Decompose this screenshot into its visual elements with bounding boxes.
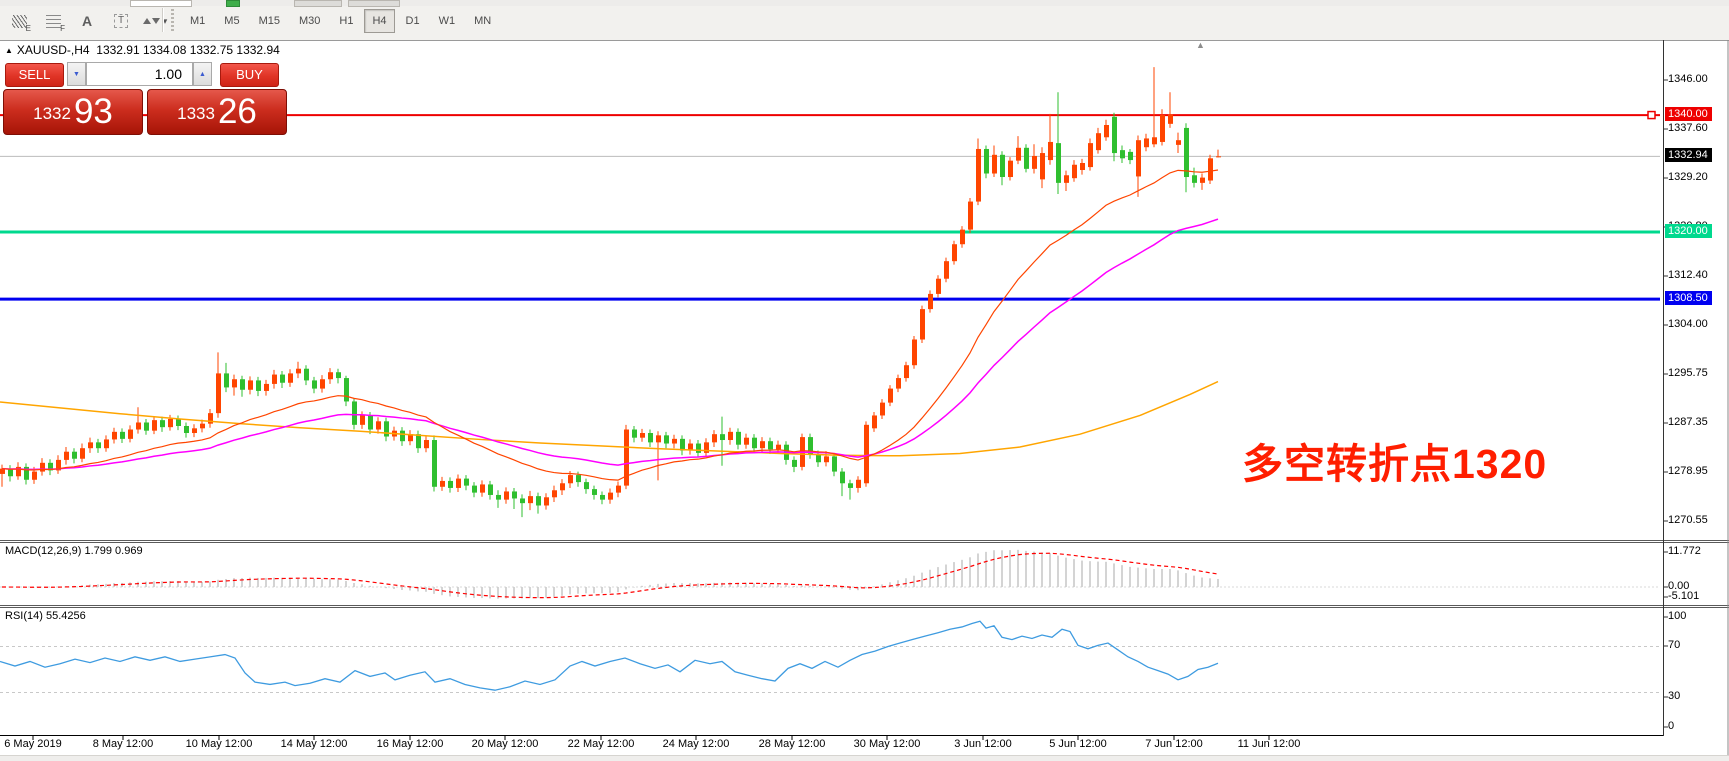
timeframe-button-m15[interactable]: M15	[258, 15, 280, 27]
time-axis-label: 16 May 12:00	[376, 738, 444, 750]
arrow-objects-tool-icon[interactable]: ▾	[142, 9, 168, 33]
window-icon: ▲	[5, 46, 13, 55]
remnant-fragment-green	[226, 0, 240, 7]
sell-price-stem: 1332	[33, 104, 71, 123]
timeframe-button-m30[interactable]: M30	[298, 15, 321, 27]
price-level-badge: 1320.00	[1665, 224, 1712, 238]
timeframe-button-mn[interactable]: MN	[474, 15, 492, 27]
one-click-trading-panel: SELL ▼ ▲ BUY 1332 93 1333 26	[0, 60, 300, 160]
time-axis-label: 8 May 12:00	[92, 738, 154, 750]
timeframe-button-h4[interactable]: H4	[364, 9, 395, 33]
remnant-fragment	[348, 0, 400, 7]
time-axis-label: 3 Jun 12:00	[954, 738, 1012, 750]
sell-price-pips: 93	[73, 92, 113, 131]
timeframe-button-d1[interactable]: D1	[405, 15, 420, 27]
price-tick-label: 1278.95	[1668, 465, 1708, 477]
main-toolbar: E F A T ▾ M1 M5 M15 M30 H1 H4 D1 W1 MN	[0, 0, 1729, 41]
timeframe-button-h1[interactable]: H1	[339, 15, 354, 27]
macd-scale-label: 0.00	[1668, 580, 1690, 592]
timeframe-toolbar: M1 M5 M15 M30 H1 H4 D1 W1 MN	[182, 9, 502, 33]
rsi-scale-label: 100	[1668, 610, 1687, 622]
chart-plot[interactable]	[0, 40, 1729, 761]
chart-window: ▲ XAUUSD-,H4 1332.91 1334.08 1332.75 1332…	[0, 40, 1729, 761]
buy-button[interactable]: BUY	[220, 63, 279, 87]
sell-price-box[interactable]: 1332 93	[3, 89, 143, 135]
rsi-scale-label: 0	[1668, 720, 1675, 732]
volume-increase-button[interactable]: ▲	[193, 62, 212, 86]
price-tick-label: 1304.00	[1668, 318, 1708, 330]
remnant-fragment	[130, 0, 192, 7]
volume-decrease-button[interactable]: ▼	[67, 62, 86, 86]
price-tick-label: 1295.75	[1668, 367, 1708, 379]
remnant-fragment	[294, 0, 342, 7]
price-level-badge: 1308.50	[1665, 291, 1712, 305]
time-axis-label: 5 Jun 12:00	[1049, 738, 1107, 750]
text-box-tool-icon[interactable]: T	[108, 9, 134, 33]
timeframe-button-w1[interactable]: W1	[438, 15, 456, 27]
time-axis-label: 14 May 12:00	[280, 738, 348, 750]
chevron-up-icon: ▲	[199, 70, 206, 78]
price-tick-label: 1312.40	[1668, 269, 1708, 281]
time-axis-label: 24 May 12:00	[662, 738, 730, 750]
equidistant-channel-tool-icon[interactable]: E	[6, 9, 32, 33]
time-axis-label: 20 May 12:00	[471, 738, 539, 750]
time-axis-label: 22 May 12:00	[567, 738, 635, 750]
time-axis-label: 7 Jun 12:00	[1145, 738, 1203, 750]
time-axis-label: 28 May 12:00	[758, 738, 826, 750]
chevron-down-icon: ▼	[73, 70, 80, 78]
chart-shift-marker[interactable]: ▲	[1196, 40, 1205, 50]
time-axis-label: 11 Jun 12:00	[1237, 738, 1301, 750]
toolbar-remnant-strip	[0, 0, 1729, 7]
time-axis-label: 30 May 12:00	[853, 738, 921, 750]
timeframe-button-m1[interactable]: M1	[190, 15, 206, 27]
time-axis-label: 6 May 2019	[4, 738, 62, 750]
fibonacci-retracement-tool-icon[interactable]: F	[40, 9, 66, 33]
price-tick-label: 1270.55	[1668, 514, 1708, 526]
time-axis-label: 10 May 12:00	[185, 738, 253, 750]
chart-title: ▲ XAUUSD-,H4 1332.91 1334.08 1332.75 1332…	[5, 43, 280, 57]
status-strip	[0, 755, 1729, 761]
text-label-tool-icon[interactable]: A	[81, 13, 93, 29]
ohlc-values: 1332.91 1334.08 1332.75 1332.94	[96, 43, 280, 57]
buy-price-box[interactable]: 1333 26	[147, 89, 287, 135]
price-tick-label: 1329.20	[1668, 171, 1708, 183]
macd-scale-label: -5.101	[1668, 590, 1700, 602]
symbol-period-label: XAUUSD-,H4	[16, 43, 90, 57]
price-tick-label: 1337.60	[1668, 122, 1708, 134]
rsi-scale-label: 70	[1668, 639, 1681, 651]
price-level-badge: 1340.00	[1665, 107, 1712, 121]
drawing-tools-group: E F A T ▾	[6, 8, 168, 34]
sell-button[interactable]: SELL	[5, 63, 64, 87]
macd-scale-label: 11.772	[1668, 545, 1701, 557]
price-level-badge: 1332.94	[1665, 148, 1712, 162]
chart-annotation-text: 多空转折点1320	[1242, 441, 1548, 487]
toolbar-separator	[162, 8, 164, 32]
volume-input[interactable]	[86, 62, 193, 86]
timeframe-button-m5[interactable]: M5	[224, 15, 240, 27]
price-tick-label: 1346.00	[1668, 73, 1708, 85]
buy-price-stem: 1333	[177, 104, 215, 123]
toolbar-grip[interactable]	[171, 9, 174, 31]
price-tick-label: 1287.35	[1668, 416, 1708, 428]
macd-indicator-label: MACD(12,26,9) 1.799 0.969	[5, 545, 143, 557]
buy-price-pips: 26	[217, 92, 257, 131]
rsi-indicator-label: RSI(14) 55.4256	[5, 610, 86, 622]
rsi-scale-label: 30	[1668, 690, 1681, 702]
